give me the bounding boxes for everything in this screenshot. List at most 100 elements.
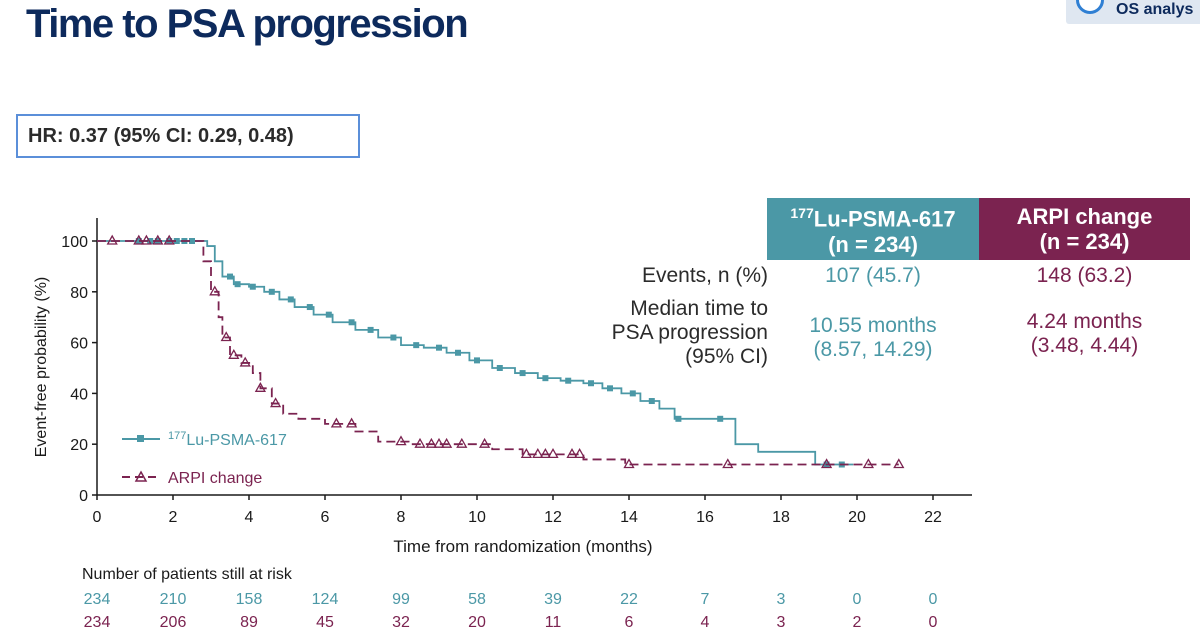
lu-censor-mark [325, 311, 332, 318]
median-label-line-3: (95% CI) [685, 345, 768, 368]
arpi-censor-mark [269, 397, 282, 408]
lu-censor-mark [455, 349, 461, 356]
at-risk-arpi-cell: 0 [928, 614, 938, 631]
at-risk-lu-cell: 158 [235, 591, 263, 608]
lu-censor-mark [367, 326, 374, 333]
lu-censor-mark [268, 288, 275, 295]
lu-curve [97, 240, 854, 466]
arpi-censor-mark [133, 234, 145, 245]
arpi-censor-mark [140, 234, 153, 245]
at-risk-lu-cell: 0 [852, 591, 862, 608]
events-lu: 107 (45.7) [825, 264, 921, 287]
at-risk-arpi-cell: 4 [700, 614, 710, 631]
legend-arpi-label: ARPI change [168, 470, 262, 487]
arpi-censor-mark [532, 448, 544, 459]
legend-lu-name: Lu-PSMA-617 [186, 432, 287, 449]
median-arpi-line-2: (3.48, 4.44) [1030, 334, 1139, 357]
lu-censor-mark [474, 357, 480, 364]
at-risk-lu-cell: 39 [544, 591, 562, 608]
lu-censor-mark [436, 344, 442, 351]
at-risk-arpi-cell: 206 [159, 614, 187, 631]
lu-censor-mark [607, 385, 613, 392]
page-title: Time to PSA progression [26, 2, 469, 46]
arpi-censor-mark [254, 381, 267, 392]
at-risk-lu-cell: 58 [468, 591, 486, 608]
lu-censor-mark [648, 398, 655, 405]
x-tick-label: 16 [696, 509, 714, 526]
y-tick-label: 60 [70, 336, 88, 353]
x-tick-label: 20 [848, 509, 866, 526]
lu-header-sup: 177 [790, 205, 814, 222]
at-risk-title: Number of patients still at risk [82, 566, 292, 583]
arpi-censor-mark [106, 234, 118, 245]
arpi-censor-mark [220, 331, 232, 342]
section-badge[interactable]: OS analys [1066, 0, 1200, 24]
arpi-censor-mark [425, 437, 438, 448]
legend-lu-sup: 177 [168, 430, 186, 442]
arpi-censor-mark [478, 437, 491, 448]
chart-axes: 0 20 40 60 80 100 0 2 4 6 8 10 12 14 16 18 20 22 [61, 218, 972, 526]
lu-censor-mark [629, 390, 636, 397]
arpi-censor-mark [820, 458, 833, 469]
x-tick-label: 18 [772, 509, 790, 526]
median-lu: 10.55 months (8.57, 14.29) [767, 314, 979, 362]
arpi-censor-mark [163, 234, 175, 245]
hazard-ratio-text: HR: 0.37 (95% CI: 0.29, 0.48) [28, 124, 294, 147]
x-tick-label: 4 [245, 509, 254, 526]
lu-header-n: (n = 234) [828, 231, 918, 257]
at-risk-arpi-cell: 11 [544, 614, 562, 631]
arpi-censor-mark [440, 437, 453, 448]
at-risk-lu-cell: 234 [83, 591, 111, 608]
arpi-censor-mark [623, 458, 635, 469]
arpi-censor-mark [152, 234, 164, 245]
lu-censor-mark [189, 238, 195, 244]
median-label: Median time to PSA progression (95% CI) [612, 297, 768, 369]
lu-censor-mark [588, 380, 594, 387]
at-risk-arpi-cell: 89 [240, 614, 258, 631]
hazard-ratio-box: HR: 0.37 (95% CI: 0.29, 0.48) [16, 114, 360, 158]
at-risk-lu-cell: 124 [311, 591, 339, 608]
at-risk-arpi-cell: 6 [624, 614, 634, 631]
at-risk-lu-cell: 7 [700, 591, 710, 608]
median-arpi: 4.24 months (3.48, 4.44) [979, 310, 1190, 358]
arpi-censor-mark [547, 448, 559, 459]
at-risk-arpi-cell: 234 [83, 614, 111, 631]
chart-legend: 177Lu-PSMA-617 ARPI change [122, 430, 287, 487]
median-arpi-line-1: 4.24 months [1026, 310, 1143, 333]
median-label-line-2: PSA progression [611, 321, 768, 344]
legend-lu-label: 177Lu-PSMA-617 [168, 430, 287, 449]
lu-censor-mark [542, 375, 549, 382]
arpi-censor-mark [456, 437, 468, 448]
legend-arpi-marker [134, 470, 148, 482]
legend-lu-marker [137, 435, 144, 442]
median-lu-line-1: 10.55 months [809, 314, 937, 337]
at-risk-lu-cell: 0 [928, 591, 938, 608]
lu-censor-mark [348, 319, 355, 326]
lu-censor-mark [565, 377, 572, 384]
x-tick-label: 12 [544, 509, 562, 526]
y-axis-label: Event-free probability (%) [33, 277, 50, 458]
x-axis-label: Time from randomization (months) [393, 537, 652, 556]
arpi-header-label: ARPI change [1016, 204, 1153, 229]
x-tick-label: 8 [397, 509, 406, 526]
arpi-censor-mark [573, 448, 586, 459]
lu-header-label: Lu-PSMA-617 [813, 206, 956, 232]
lu-censor-mark [147, 238, 154, 244]
lu-header-name: 177Lu-PSMA-617 [767, 201, 979, 231]
arpi-censor-mark [228, 348, 240, 359]
arpi-censor-mark [862, 458, 875, 469]
events-arpi: 148 (63.2) [1036, 264, 1133, 287]
x-tick-label: 2 [169, 509, 178, 526]
at-risk-arpi-cell: 45 [316, 614, 334, 631]
arpi-header-n: (n = 234) [1039, 229, 1130, 254]
lu-censor-mark [519, 370, 526, 377]
chart-curves [97, 234, 905, 469]
lu-censor-mark [496, 365, 503, 371]
x-tick-label: 22 [924, 509, 942, 526]
arpi-curve [97, 240, 899, 466]
arpi-censor-mark [239, 356, 251, 367]
lu-censor-mark [413, 342, 420, 349]
at-risk-arpi-cell: 32 [392, 614, 410, 631]
badge-label: OS analys [1116, 1, 1194, 18]
at-risk-lu-cell: 99 [392, 591, 410, 608]
